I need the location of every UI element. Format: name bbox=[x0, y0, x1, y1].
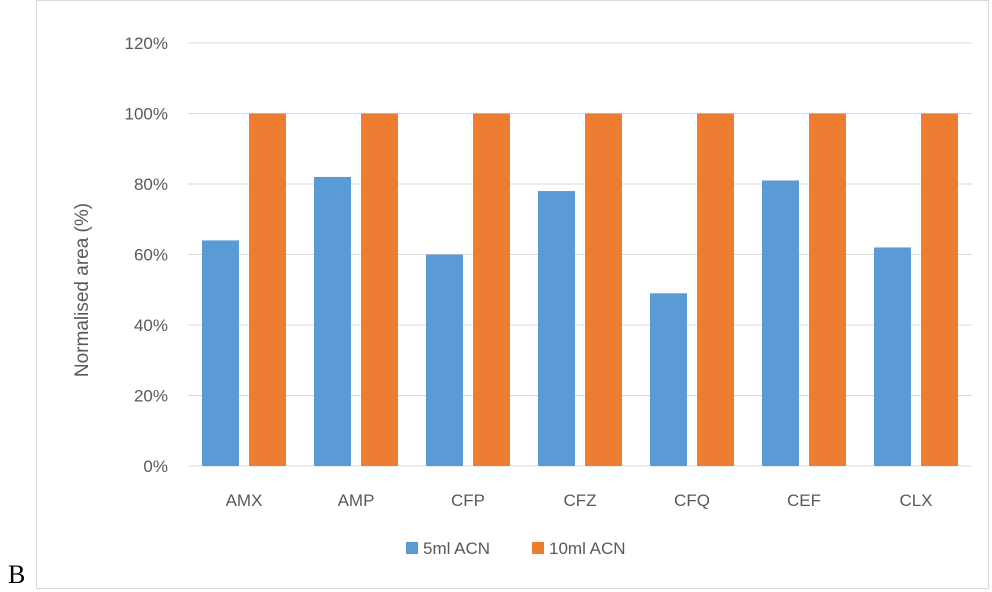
y-tick-label: 40% bbox=[134, 316, 168, 335]
bar-10ml-acn-amx bbox=[249, 113, 286, 466]
bar-5ml-acn-cfq bbox=[650, 293, 687, 466]
bar-5ml-acn-clx bbox=[874, 247, 911, 466]
bar-5ml-acn-amp bbox=[314, 176, 351, 466]
bar-10ml-acn-cef bbox=[809, 113, 846, 466]
legend-label: 10ml ACN bbox=[549, 539, 626, 558]
y-tick-label: 0% bbox=[143, 457, 168, 476]
bars bbox=[202, 113, 958, 467]
y-tick-label: 20% bbox=[134, 387, 168, 406]
bar-10ml-acn-amp bbox=[361, 113, 398, 466]
x-tick-label: AMX bbox=[226, 491, 263, 510]
y-axis-title: Normalised area (%) bbox=[72, 203, 93, 377]
x-tick-label: CFQ bbox=[674, 491, 710, 510]
x-tick-label: AMP bbox=[338, 491, 375, 510]
x-axis-ticks: AMX AMP CFP CFZ CFQ CEF CLX bbox=[226, 491, 933, 510]
bar-5ml-acn-cef bbox=[762, 180, 799, 466]
bar-10ml-acn-cfz bbox=[585, 113, 622, 466]
y-tick-label: 100% bbox=[125, 105, 168, 124]
bar-5ml-acn-cfp bbox=[426, 254, 463, 466]
legend-label: 5ml ACN bbox=[423, 539, 490, 558]
bar-5ml-acn-amx bbox=[202, 240, 239, 466]
x-tick-label: CFP bbox=[451, 491, 485, 510]
gridlines bbox=[188, 42, 972, 467]
legend-swatch bbox=[406, 542, 418, 554]
bar-10ml-acn-clx bbox=[921, 113, 958, 466]
x-tick-label: CLX bbox=[899, 491, 932, 510]
x-tick-label: CEF bbox=[787, 491, 821, 510]
bar-10ml-acn-cfp bbox=[473, 113, 510, 466]
y-tick-label: 60% bbox=[134, 246, 168, 265]
bar-10ml-acn-cfq bbox=[697, 113, 734, 466]
y-tick-label: 120% bbox=[125, 34, 168, 53]
bar-5ml-acn-cfz bbox=[538, 191, 575, 467]
x-tick-label: CFZ bbox=[563, 491, 596, 510]
legend: 5ml ACN 10ml ACN bbox=[406, 539, 626, 558]
y-tick-label: 80% bbox=[134, 175, 168, 194]
panel-label: B bbox=[8, 560, 26, 589]
y-axis-ticks: 0% 20% 40% 60% 80% 100% 120% bbox=[125, 34, 168, 476]
legend-swatch bbox=[532, 542, 544, 554]
